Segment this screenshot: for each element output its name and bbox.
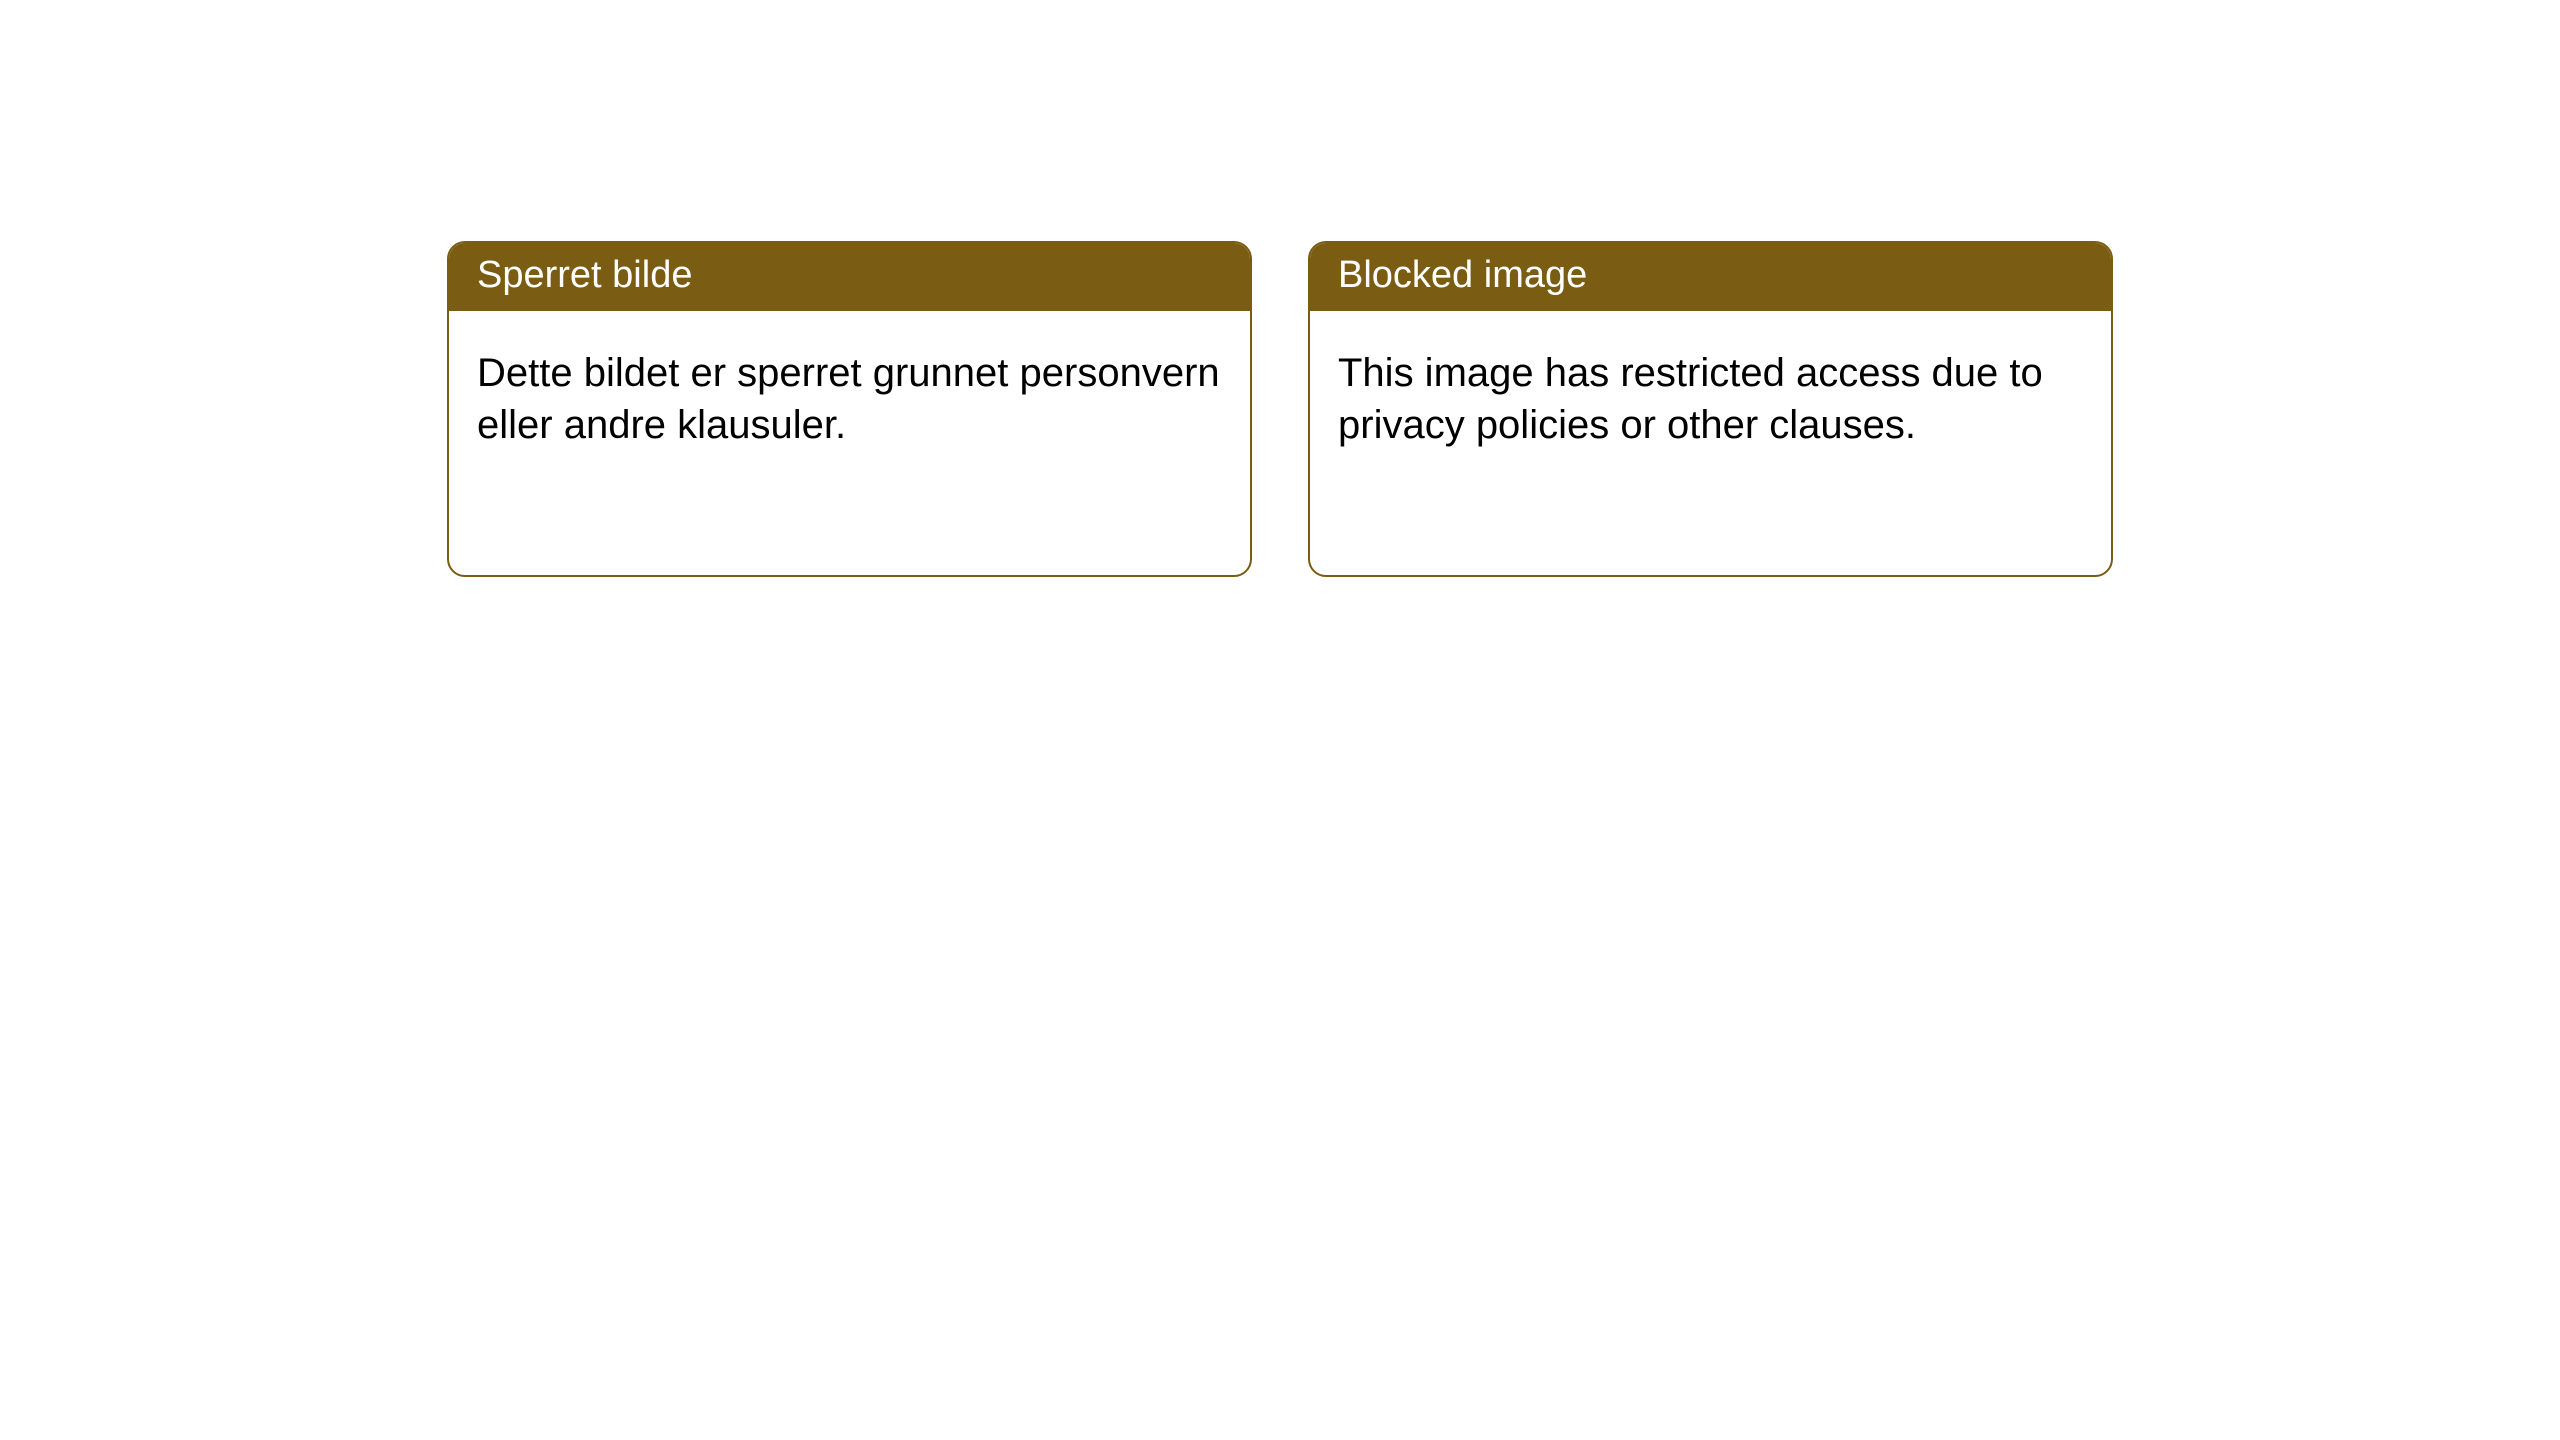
card-body: Dette bildet er sperret grunnet personve… <box>449 311 1250 481</box>
card-body-text: This image has restricted access due to … <box>1338 351 2043 448</box>
card-title: Sperret bilde <box>477 254 692 296</box>
card-header: Sperret bilde <box>449 243 1250 311</box>
card-body-text: Dette bildet er sperret grunnet personve… <box>477 351 1220 448</box>
notice-card-english: Blocked image This image has restricted … <box>1308 241 2113 577</box>
card-body: This image has restricted access due to … <box>1310 311 2111 481</box>
card-title: Blocked image <box>1338 254 1587 296</box>
notice-card-norwegian: Sperret bilde Dette bildet er sperret gr… <box>447 241 1252 577</box>
notice-container: Sperret bilde Dette bildet er sperret gr… <box>0 0 2560 577</box>
card-header: Blocked image <box>1310 243 2111 311</box>
